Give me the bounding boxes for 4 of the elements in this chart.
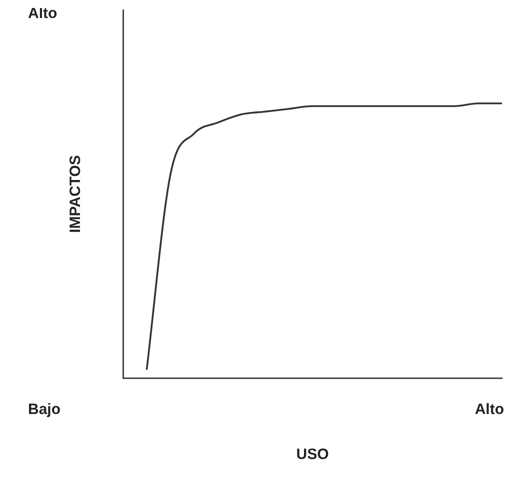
x-axis-title: USO xyxy=(296,446,330,464)
text: Alto xyxy=(474,401,504,418)
text: Bajo xyxy=(28,401,61,418)
y-axis-title: IMPACTOS xyxy=(67,155,84,233)
